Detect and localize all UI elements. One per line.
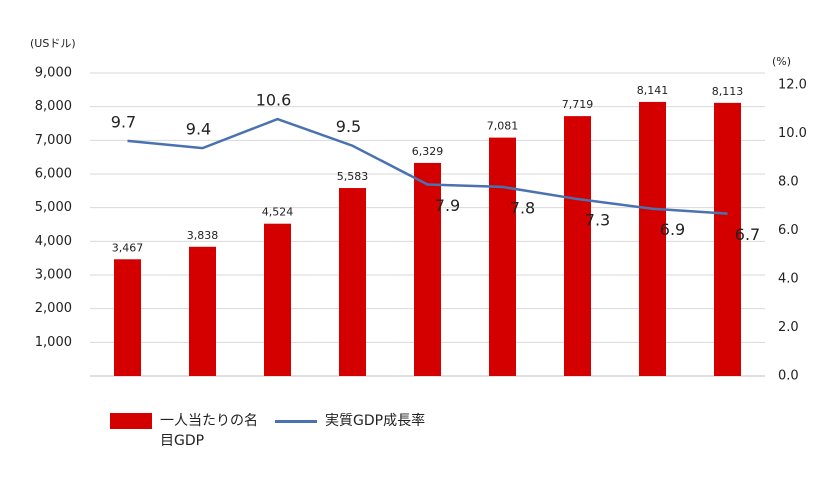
- legend-swatch-line: [275, 420, 317, 423]
- y2-axis-label: (%): [772, 55, 791, 68]
- bar: [714, 102, 741, 376]
- y-tick-label: 6,000: [35, 167, 72, 182]
- line: [127, 117, 728, 215]
- bar: [564, 116, 591, 376]
- y-tick-label: 1,000: [35, 335, 72, 350]
- bar-value-label: 6,329: [412, 145, 444, 158]
- bar: [339, 188, 366, 376]
- line-value-label: 6.9: [660, 220, 685, 239]
- bar-value-label: 8,141: [637, 84, 669, 97]
- y-tick-label: 5,000: [35, 200, 72, 215]
- bar: [639, 101, 666, 376]
- bar-value-label: 5,583: [337, 170, 369, 183]
- bar: [189, 246, 216, 376]
- y2-tick-label: 2.0: [778, 320, 799, 335]
- line-value-label: 9.4: [186, 120, 211, 139]
- bar: [414, 162, 441, 376]
- y2-tick-label: 10.0: [778, 126, 807, 141]
- line-value-label: 9.5: [336, 117, 361, 136]
- line-value-label: 10.6: [256, 91, 292, 110]
- y2-tick-label: 6.0: [778, 223, 799, 238]
- bar: [264, 223, 291, 376]
- line-value-label: 6.7: [735, 225, 760, 244]
- bar-value-label: 3,838: [187, 229, 219, 242]
- y-tick-label: 7,000: [35, 133, 72, 148]
- y-tick-label: 4,000: [35, 234, 72, 249]
- legend-swatch-bar: [110, 413, 152, 429]
- y2-tick-label: 12.0: [778, 78, 807, 93]
- y2-tick-label: 4.0: [778, 272, 799, 287]
- legend-label: 一人当たりの名目GDP: [160, 413, 258, 449]
- bar: [489, 137, 516, 376]
- bar-value-label: 4,524: [262, 206, 294, 219]
- bar-value-label: 8,113: [712, 85, 744, 98]
- line-value-label: 9.7: [111, 112, 136, 131]
- line-value-label: 7.3: [585, 211, 610, 230]
- y-axis-label: (USドル): [30, 37, 76, 50]
- bar: [114, 259, 141, 376]
- bar-value-label: 3,467: [112, 241, 144, 254]
- y-tick-label: 2,000: [35, 301, 72, 316]
- bar-value-label: 7,719: [562, 98, 594, 111]
- line-value-label: 7.8: [510, 198, 535, 217]
- y-tick-label: 9,000: [35, 66, 72, 81]
- y-tick-label: 8,000: [35, 99, 72, 114]
- legend-label: 実質GDP成長率: [325, 413, 426, 429]
- bar-value-label: 7,081: [487, 120, 519, 133]
- y2-tick-label: 0.0: [778, 369, 799, 384]
- y-tick-label: 3,000: [35, 268, 72, 283]
- line-value-label: 7.9: [435, 196, 460, 215]
- y2-tick-label: 8.0: [778, 175, 799, 190]
